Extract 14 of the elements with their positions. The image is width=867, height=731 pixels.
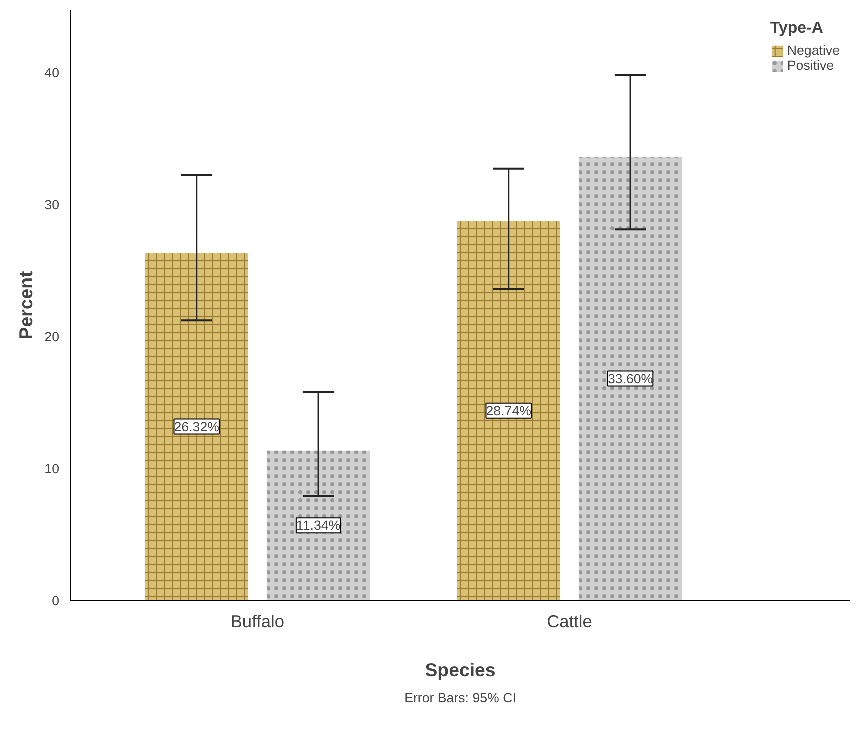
data-label: 33.60%: [608, 371, 654, 386]
legend-label: Negative: [787, 43, 840, 58]
y-axis-title: Percent: [16, 271, 37, 340]
y-tick-label: 0: [52, 594, 60, 608]
legend-label: Positive: [787, 58, 834, 73]
y-tick-label: 40: [44, 66, 60, 81]
y-tick-label: 20: [44, 330, 60, 345]
x-tick-label: Cattle: [547, 612, 592, 632]
x-axis-title: Species: [425, 660, 496, 680]
y-tick-label: 30: [44, 198, 60, 213]
text: Error Bars: 95% CI: [404, 690, 516, 706]
legend-title: Type-A: [770, 20, 824, 38]
x-tick-label: Buffalo: [230, 612, 285, 632]
y-tick-label: 10: [44, 462, 60, 477]
